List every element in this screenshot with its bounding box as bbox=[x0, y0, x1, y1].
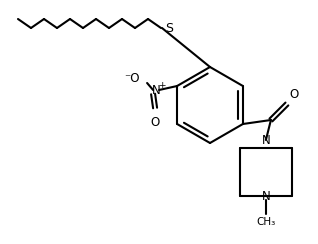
Text: O: O bbox=[150, 116, 160, 129]
Text: CH₃: CH₃ bbox=[256, 217, 275, 227]
Text: O: O bbox=[289, 88, 298, 101]
Text: S: S bbox=[165, 21, 173, 34]
Text: N: N bbox=[261, 133, 270, 146]
Text: ⁻O: ⁻O bbox=[125, 72, 140, 85]
Text: N: N bbox=[152, 83, 161, 96]
Text: N: N bbox=[261, 190, 270, 203]
Text: +: + bbox=[158, 81, 166, 90]
